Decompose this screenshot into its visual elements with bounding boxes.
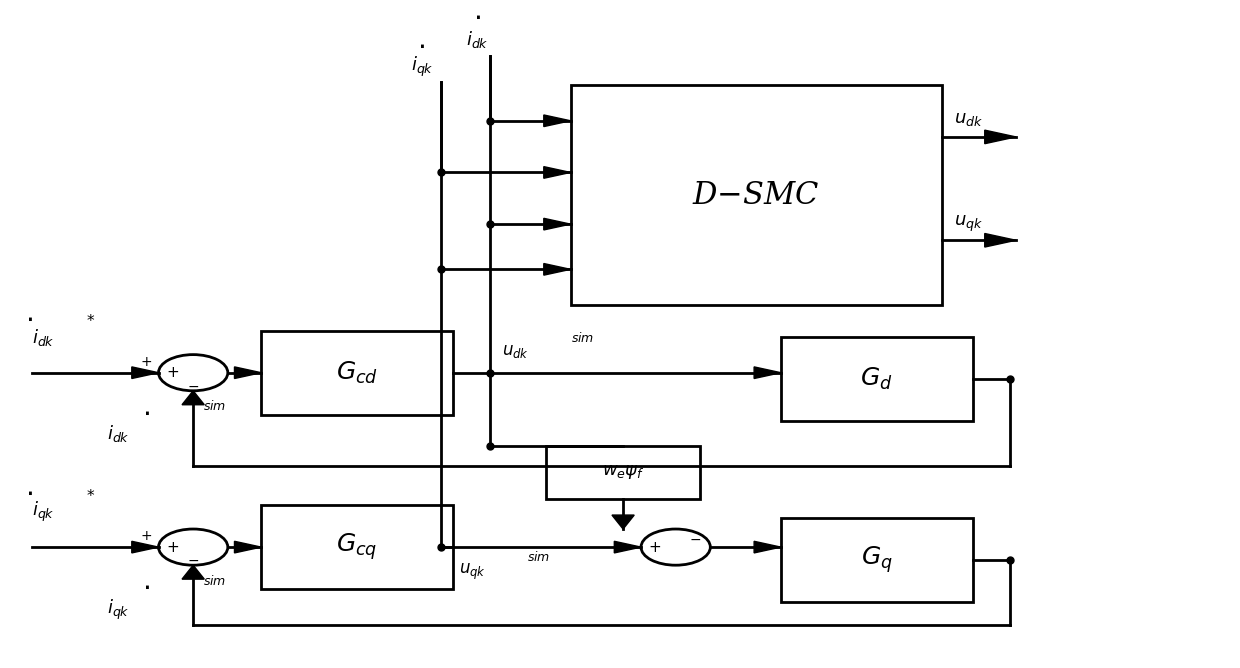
Bar: [781, 337, 972, 421]
Text: $u_{dk}$: $u_{dk}$: [502, 343, 529, 359]
Polygon shape: [614, 541, 641, 553]
Text: $sim$: $sim$: [570, 331, 594, 345]
Text: $i_{dk}$: $i_{dk}$: [466, 29, 489, 49]
Polygon shape: [985, 130, 1016, 144]
Bar: [570, 86, 941, 305]
Text: $G_{cd}$: $G_{cd}$: [336, 359, 378, 386]
Text: $sim$: $sim$: [527, 550, 551, 564]
Text: $\cdot$: $\cdot$: [472, 3, 480, 31]
Text: $\cdot$: $\cdot$: [25, 480, 32, 508]
Polygon shape: [544, 218, 570, 230]
Text: $*$: $*$: [86, 312, 95, 327]
Text: $u_{qk}$: $u_{qk}$: [459, 562, 486, 582]
Text: $sim$: $sim$: [203, 574, 227, 588]
Text: $*$: $*$: [86, 487, 95, 502]
Bar: [262, 505, 453, 589]
Text: $G_d$: $G_d$: [861, 366, 893, 392]
Polygon shape: [131, 541, 159, 553]
Polygon shape: [985, 234, 1016, 247]
Text: $\cdot$: $\cdot$: [143, 399, 150, 428]
Bar: [546, 446, 701, 498]
Text: $G_q$: $G_q$: [861, 544, 893, 575]
Text: $-$: $-$: [187, 378, 200, 392]
Text: +: +: [166, 365, 179, 380]
Text: +: +: [166, 540, 179, 554]
Polygon shape: [544, 264, 570, 275]
Text: +: +: [140, 355, 153, 369]
Text: $i_{qk}$: $i_{qk}$: [107, 597, 129, 622]
Text: $i_{qk}$: $i_{qk}$: [410, 55, 434, 79]
Text: $i_{dk}$: $i_{dk}$: [32, 327, 55, 347]
Text: $sim$: $sim$: [203, 399, 227, 413]
Text: $\cdot$: $\cdot$: [417, 33, 425, 61]
Text: $u_{dk}$: $u_{dk}$: [954, 110, 983, 128]
Text: $-$: $-$: [688, 532, 701, 546]
Text: $w_e\psi_f$: $w_e\psi_f$: [601, 463, 645, 481]
Text: $u_{qk}$: $u_{qk}$: [954, 214, 983, 234]
Text: $i_{dk}$: $i_{dk}$: [107, 424, 129, 444]
Polygon shape: [613, 515, 634, 529]
Polygon shape: [182, 565, 205, 579]
Text: $\cdot$: $\cdot$: [25, 306, 32, 334]
Polygon shape: [131, 367, 159, 379]
Polygon shape: [544, 115, 570, 126]
Polygon shape: [754, 367, 781, 379]
Bar: [262, 331, 453, 415]
Text: $G_{cq}$: $G_{cq}$: [336, 532, 378, 562]
Text: $\cdot$: $\cdot$: [143, 574, 150, 602]
Text: D$-$SMC: D$-$SMC: [692, 180, 820, 210]
Text: +: +: [649, 540, 661, 554]
Polygon shape: [754, 541, 781, 553]
Text: +: +: [140, 529, 153, 543]
Polygon shape: [234, 541, 262, 553]
Text: $i_{qk}$: $i_{qk}$: [32, 500, 55, 524]
Bar: [781, 518, 972, 602]
Polygon shape: [544, 166, 570, 178]
Polygon shape: [234, 367, 262, 379]
Polygon shape: [182, 391, 205, 405]
Text: $-$: $-$: [187, 552, 200, 566]
